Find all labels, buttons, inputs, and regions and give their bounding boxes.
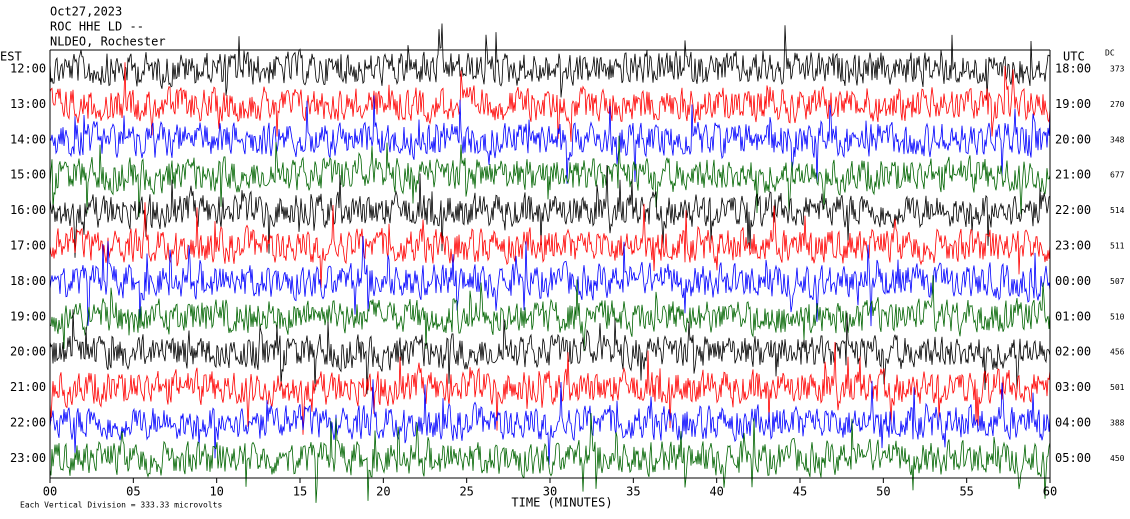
x-tick-label: 50 <box>876 485 890 499</box>
est-tick-label: 18:00 <box>10 274 46 288</box>
utc-tick-label: 04:00 <box>1055 416 1091 430</box>
traces <box>49 23 1051 503</box>
utc-tick-label: 18:00 <box>1055 62 1091 76</box>
dc-value: 456 <box>1110 348 1125 357</box>
est-tick-label: 14:00 <box>10 132 46 146</box>
x-tick-label: 20 <box>376 485 390 499</box>
est-tick-label: 16:00 <box>10 203 46 217</box>
trace <box>49 412 1051 503</box>
est-label: EST <box>0 50 22 64</box>
trace <box>49 202 1051 289</box>
est-tick-label: 17:00 <box>10 239 46 253</box>
utc-tick-label: 03:00 <box>1055 380 1091 394</box>
x-tick-label: 00 <box>43 485 57 499</box>
dc-value: 501 <box>1110 383 1125 392</box>
trace <box>49 23 1051 100</box>
dc-value: 373 <box>1110 65 1125 74</box>
est-tick-label: 19:00 <box>10 309 46 323</box>
utc-label: UTC <box>1063 50 1085 64</box>
dc-value: 388 <box>1110 419 1125 428</box>
x-tick-label: 25 <box>459 485 473 499</box>
station: ROC HHE LD -- <box>50 20 144 34</box>
trace <box>49 62 1051 142</box>
utc-tick-label: 01:00 <box>1055 309 1091 323</box>
trace <box>49 275 1051 352</box>
dc-value: 514 <box>1110 206 1125 215</box>
network: NLDEO, Rochester <box>50 35 166 49</box>
utc-tick-label: 05:00 <box>1055 451 1091 465</box>
est-tick-label: 20:00 <box>10 345 46 359</box>
dc-value: 348 <box>1110 135 1125 144</box>
trace <box>49 135 1051 218</box>
dc-value: 677 <box>1110 171 1125 180</box>
x-tick-label: 05 <box>126 485 140 499</box>
est-tick-label: 12:00 <box>10 62 46 76</box>
trace <box>49 95 1051 184</box>
dc-label: DC <box>1105 49 1115 58</box>
trace <box>49 341 1051 435</box>
est-tick-label: 22:00 <box>10 416 46 430</box>
x-tick-label: 30 <box>543 485 557 499</box>
dc-value: 270 <box>1110 100 1125 109</box>
utc-tick-label: 19:00 <box>1055 97 1091 111</box>
est-tick-label: 15:00 <box>10 168 46 182</box>
dc-value: 511 <box>1110 242 1125 251</box>
dc-value: 507 <box>1110 277 1125 286</box>
x-tick-label: 45 <box>793 485 807 499</box>
est-tick-label: 23:00 <box>10 451 46 465</box>
x-tick-label: 55 <box>959 485 973 499</box>
trace <box>49 379 1051 466</box>
utc-tick-label: 02:00 <box>1055 345 1091 359</box>
x-tick-label: 35 <box>626 485 640 499</box>
x-axis-label: TIME (MINUTES) <box>511 496 612 510</box>
note: Each Vertical Division = 333.33 microvol… <box>20 501 222 510</box>
est-tick-label: 13:00 <box>10 97 46 111</box>
utc-tick-label: 23:00 <box>1055 239 1091 253</box>
dc-value: 450 <box>1110 454 1125 463</box>
dc-value: 510 <box>1110 312 1125 321</box>
date: Oct27,2023 <box>50 5 122 19</box>
est-tick-label: 21:00 <box>10 380 46 394</box>
x-tick-label: 40 <box>709 485 723 499</box>
trace <box>49 309 1051 395</box>
utc-tick-label: 22:00 <box>1055 203 1091 217</box>
utc-tick-label: 21:00 <box>1055 168 1091 182</box>
x-tick-label: 15 <box>293 485 307 499</box>
utc-tick-label: 20:00 <box>1055 132 1091 146</box>
x-tick-label: 10 <box>209 485 223 499</box>
x-tick-label: 60 <box>1043 485 1057 499</box>
trace <box>49 235 1051 327</box>
utc-tick-label: 00:00 <box>1055 274 1091 288</box>
trace <box>49 164 1051 258</box>
